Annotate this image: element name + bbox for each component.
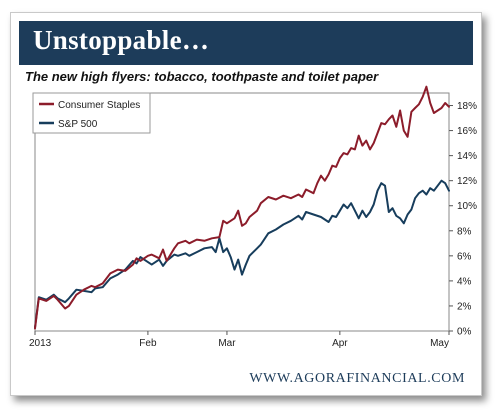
y-tick-label: 2%: [457, 301, 472, 312]
legend-label-sp500: S&P 500: [58, 119, 98, 130]
y-tick-label: 14%: [457, 151, 477, 162]
plot-area-border: [34, 92, 450, 332]
page-title: Unstoppable…: [33, 25, 210, 55]
line-chart: 2013 Feb Mar Apr May 0% 2% 4% 6% 8% 10% 12% 14% 16% 1…: [29, 85, 477, 349]
series-line-sp500: [34, 179, 450, 329]
title-banner: Unstoppable…: [19, 21, 473, 65]
y-tick-label: 16%: [457, 126, 477, 137]
legend-box: [32, 92, 151, 134]
chart-legend: Consumer Staples S&P 500: [32, 92, 151, 134]
x-tick-label: Apr: [332, 338, 348, 349]
x-tick-label: Mar: [218, 338, 236, 349]
chart-card: Unstoppable… The new high flyers: tobacc…: [10, 12, 482, 396]
y-tick-label: 4%: [457, 276, 472, 287]
x-tick-label: May: [430, 338, 449, 349]
x-tick-label: Feb: [139, 338, 157, 349]
y-tick-label: 10%: [457, 201, 477, 212]
y-tick-label: 12%: [457, 176, 477, 187]
y-tick-label: 8%: [457, 226, 472, 237]
series-line-consumer-staples: [34, 85, 450, 330]
legend-label-consumer-staples: Consumer Staples: [58, 100, 140, 111]
y-tick-label: 0%: [457, 327, 472, 338]
source-footer: WWW.AGORAFINANCIAL.COM: [249, 371, 465, 386]
y-tick-label: 6%: [457, 251, 472, 262]
chart-title: The new high flyers: tobacco, toothpaste…: [25, 69, 379, 84]
x-tick-label: 2013: [29, 338, 52, 349]
y-tick-label: 18%: [457, 101, 477, 112]
